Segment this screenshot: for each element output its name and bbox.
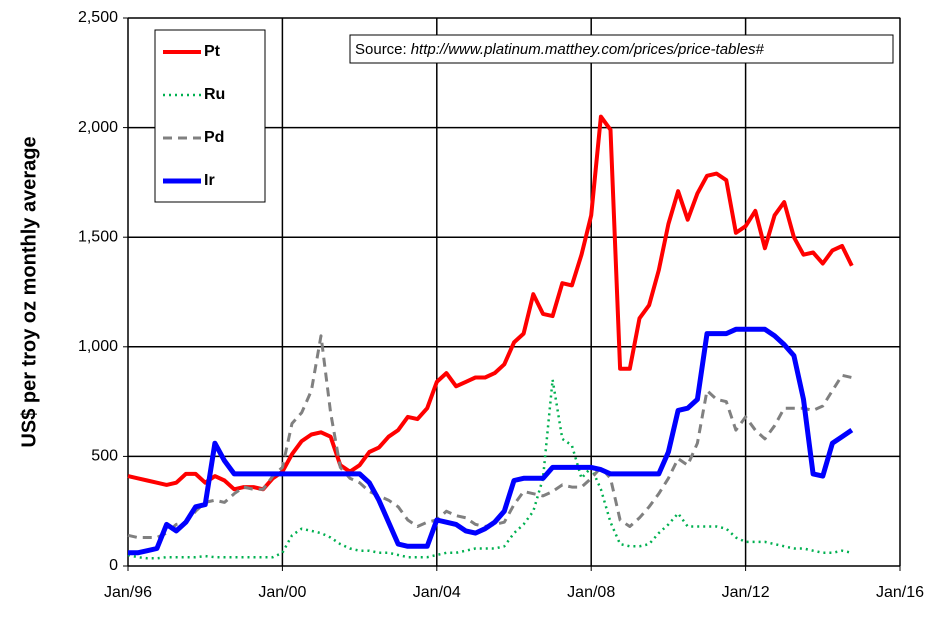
legend-box	[154, 29, 266, 203]
x-tick-label: Jan/16	[876, 584, 924, 601]
y-tick-label: 500	[91, 448, 118, 465]
y-tick-label: 0	[109, 557, 118, 574]
legend: Pt Ru Pd Ir	[154, 29, 266, 203]
y-axis-label: US$ per troy oz monthly average	[18, 136, 40, 447]
series-line	[127, 378, 853, 560]
source-url: http://www.platinum.matthey.com/prices/p…	[411, 41, 765, 58]
x-tick-label: Jan/08	[567, 584, 615, 601]
x-tick-label: Jan/04	[413, 584, 461, 601]
legend-label: Pt	[204, 43, 221, 60]
x-tick-label: Jan/00	[258, 584, 306, 601]
y-tick-label: 1,000	[78, 338, 118, 355]
y-tick-label: 2,500	[78, 9, 118, 26]
source-text: Source: http://www.platinum.matthey.com/p…	[355, 41, 765, 58]
source-label: Source:	[355, 41, 407, 58]
legend-label: Ir	[204, 172, 215, 189]
series-line	[128, 326, 854, 556]
legend-label: Pd	[204, 129, 224, 146]
source-box	[349, 34, 894, 64]
y-tick-label: 2,000	[78, 119, 118, 136]
y-tick-label: 1,500	[78, 228, 118, 245]
x-tick-label: Jan/12	[722, 584, 770, 601]
x-tick-label: Jan/96	[104, 584, 152, 601]
legend-label: Ru	[204, 86, 225, 103]
